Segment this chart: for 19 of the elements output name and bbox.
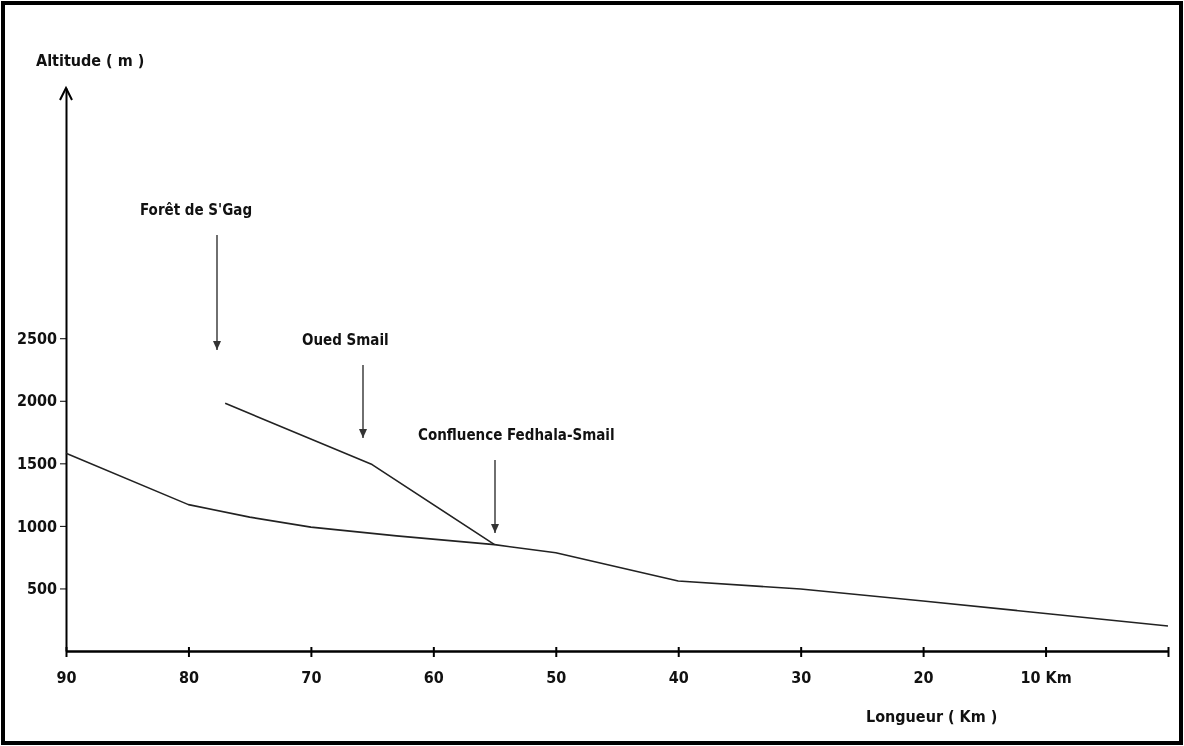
x-tick-label: 80 xyxy=(178,667,199,687)
x-tick-label: 60 xyxy=(423,667,444,687)
y-tick-label: 2000 xyxy=(16,391,57,411)
annotation: Confluence Fedhala-Smail xyxy=(418,426,615,444)
x-tick-label: 30 xyxy=(791,667,812,687)
y-axis-title: Altitude ( m ) xyxy=(36,51,145,70)
y-tick-label: 1500 xyxy=(16,453,57,473)
x-tick-label: 40 xyxy=(668,667,689,687)
y-tick-label: 2500 xyxy=(16,328,57,348)
annotation: Oued Smail xyxy=(302,331,389,349)
x-tick-label: 50 xyxy=(546,667,567,687)
x-tick-label: 20 xyxy=(913,667,934,687)
x-tick-label: 90 xyxy=(56,667,77,687)
y-tick-label: 1000 xyxy=(16,516,57,536)
x-axis-title: Longueur ( Km ) xyxy=(866,707,998,726)
x-tick-label: 10 Km xyxy=(1020,667,1072,687)
annotation: Forêt de S'Gag xyxy=(140,201,253,219)
y-tick-label: 500 xyxy=(26,579,57,599)
x-tick-label: 70 xyxy=(301,667,322,687)
